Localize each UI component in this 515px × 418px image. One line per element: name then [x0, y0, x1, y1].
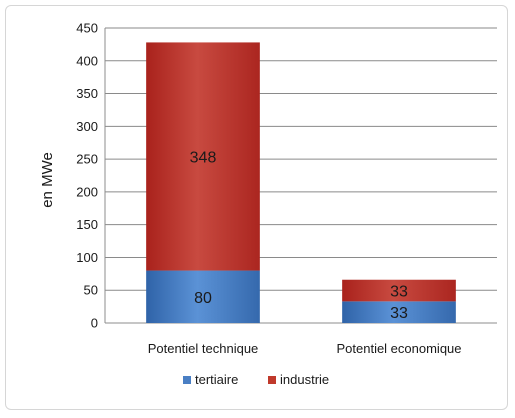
y-tick-label: 50 — [84, 283, 98, 298]
data-label-industrie-2: 33 — [390, 284, 408, 301]
bar-tertiaire-1[interactable] — [146, 270, 260, 323]
legend-swatch-industrie — [268, 376, 276, 384]
legend-swatch-tertiaire — [183, 376, 191, 384]
bar-industrie-2[interactable] — [342, 279, 456, 302]
y-axis-label: en MWe — [39, 152, 56, 208]
x-category-label: Potentiel economique — [336, 341, 461, 356]
bar-industrie-1[interactable] — [146, 42, 260, 271]
legend-label-industrie: industrie — [280, 372, 329, 387]
legend-label-tertiaire: tertiaire — [195, 372, 238, 387]
data-label-tertiaire-1: 80 — [194, 290, 212, 307]
y-tick-label: 250 — [76, 152, 98, 167]
y-tick-label: 350 — [76, 86, 98, 101]
y-tick-label: 300 — [76, 119, 98, 134]
y-tick-label: 0 — [91, 316, 98, 331]
legend: tertiaire industrie — [183, 372, 329, 387]
y-tick-label: 450 — [76, 21, 98, 36]
y-tick-label: 150 — [76, 217, 98, 232]
bar-tertiaire-2[interactable] — [342, 301, 456, 323]
data-label-tertiaire-2: 33 — [390, 305, 408, 322]
y-tick-label: 400 — [76, 53, 98, 68]
y-tick-label: 100 — [76, 250, 98, 265]
data-label-industrie-1: 348 — [190, 149, 217, 166]
x-category-label: Potentiel technique — [148, 341, 259, 356]
y-tick-label: 200 — [76, 184, 98, 199]
